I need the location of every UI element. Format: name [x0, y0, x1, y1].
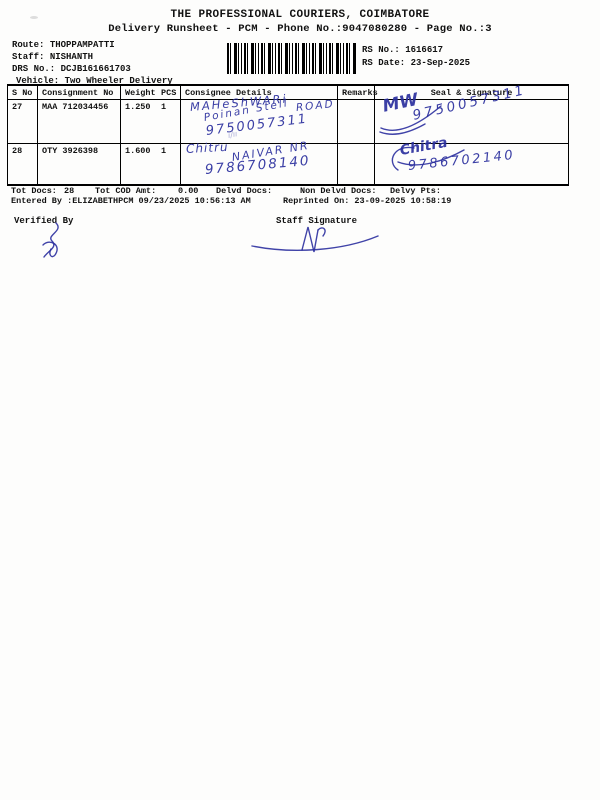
header-remarks: Remarks: [338, 86, 378, 100]
staff-signature-mark: [251, 226, 379, 253]
staff-signature-label: Staff Signature: [276, 216, 358, 226]
tot-docs-label: Tot Docs:: [11, 186, 57, 196]
header-s-no: S No: [8, 86, 38, 100]
vehicle-line: Vehicle: Two Wheeler Delivery: [16, 76, 173, 86]
staff-value: NISHANTH: [49, 52, 94, 62]
runsheet-subtitle: Delivery Runsheet - PCM - Phone No.:9047…: [108, 23, 492, 35]
tot-cod-value: 0.00: [178, 186, 199, 196]
vehicle-value: Two Wheeler Delivery: [64, 76, 173, 86]
row27-remarks-cell: [338, 100, 375, 144]
row27-weight: 1.250: [125, 102, 151, 112]
row27-seal-cell: [375, 100, 568, 144]
header-pcs: PCS: [161, 88, 177, 98]
tot-docs-value: 28: [64, 186, 75, 196]
rs-no-label: RS No.:: [362, 45, 400, 55]
reprinted-line: Reprinted On: 23-09-2025 10:58:19: [283, 196, 452, 206]
route-value: THOPPAMPATTI: [49, 40, 115, 50]
runsheet-barcode: [227, 43, 356, 74]
row27-signature-flourish: [379, 105, 442, 135]
row28-handwritten-name: Chitru: [185, 139, 229, 156]
row28-weight: 1.600: [125, 146, 151, 156]
row28-remarks-cell: [338, 144, 375, 184]
staff-line: Staff: NISHANTH: [12, 52, 93, 62]
rs-no-value: 1616617: [405, 45, 444, 55]
header-consignment-no: Consignment No: [38, 86, 121, 100]
row27-consignee-cell: [181, 100, 338, 144]
row27-consignment-no: MAA 712034456: [38, 100, 121, 144]
row28-pcs: 1: [161, 146, 167, 156]
non-delvd-docs-label: Non Delvd Docs:: [300, 186, 377, 196]
row28-consignee-cell: [181, 144, 338, 184]
header-consignee-details: Consignee Details: [181, 86, 338, 100]
row27-pcs: 1: [161, 102, 167, 112]
drs-value: DCJB161661703: [60, 64, 131, 74]
vehicle-label: Vehicle:: [16, 76, 60, 86]
rs-no-line: RS No.: 1616617: [362, 45, 443, 55]
rs-date-line: RS Date: 23-Sep-2025: [362, 58, 470, 68]
rs-date-label: RS Date:: [362, 58, 406, 68]
row27-s-no: 27: [8, 100, 38, 144]
header-seal-signature: Seal & Signature: [375, 86, 568, 100]
header-weight: Weight: [125, 88, 156, 98]
row28-weight-pcs: 1.600 1: [121, 144, 181, 184]
drs-line: DRS No.: DCJB161661703: [12, 64, 131, 74]
scan-smudge: [30, 16, 38, 19]
verified-by-signature: [42, 222, 59, 258]
tot-cod-label: Tot COD Amt:: [95, 186, 157, 196]
company-title: THE PROFESSIONAL COURIERS, COIMBATORE: [170, 9, 430, 21]
delvd-docs-label: Delvd Docs:: [216, 186, 273, 196]
consignment-table: S No Consignment No Weight PCS Consignee…: [7, 84, 569, 186]
drs-label: DRS No.:: [12, 64, 56, 74]
row28-signature-flourish: [391, 146, 465, 171]
ink-smudge: ı/ıı: [227, 129, 239, 140]
row27-weight-pcs: 1.250 1: [121, 100, 181, 144]
entered-by-line: Entered By :ELIZABETHPCM 09/23/2025 10:5…: [11, 196, 251, 206]
row28-consignment-no: OTY 3926398: [38, 144, 121, 184]
rs-date-value: 23-Sep-2025: [410, 58, 471, 68]
verified-by-label: Verified By: [14, 216, 74, 226]
staff-label: Staff:: [12, 52, 45, 62]
route-label: Route:: [12, 40, 45, 50]
header-weight-pcs: Weight PCS: [121, 86, 181, 100]
row28-s-no: 28: [8, 144, 38, 184]
delvy-pts-label: Delvy Pts:: [390, 186, 442, 196]
route-line: Route: THOPPAMPATTI: [12, 40, 115, 50]
